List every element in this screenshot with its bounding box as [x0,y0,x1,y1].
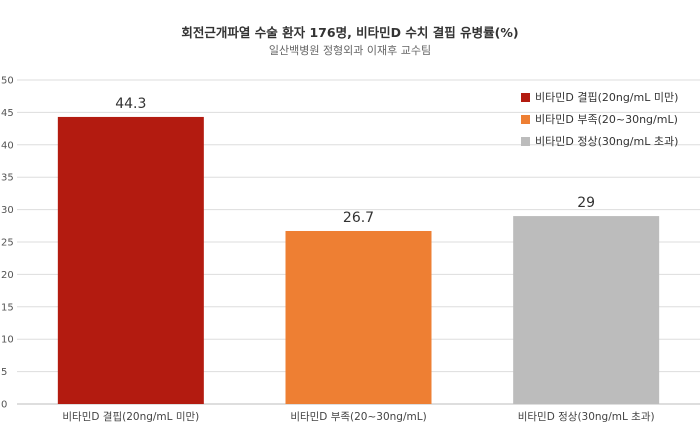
y-tick-label: 0 [1,400,7,411]
y-tick-label: 35 [1,173,14,184]
legend-label-insufficient: 비타민D 부족(20~30ng/mL) [535,113,678,126]
legend-swatch-insufficient [521,114,530,124]
bar [285,230,432,404]
y-tick-label: 50 [1,76,14,87]
y-tick-label: 25 [1,238,14,249]
y-tick-label: 40 [1,140,14,151]
x-category-label: 비타민D 부족(20~30ng/mL) [290,411,426,423]
legend-label-normal: 비타민D 정상(30ng/mL 초과) [535,135,679,148]
y-tick-label: 30 [1,205,14,216]
legend-item-insufficient: 비타민D 부족(20~30ng/mL) [521,108,678,130]
chart-title: 회전근개파열 수술 환자 176명, 비타민D 수치 결핍 유병률(%) [181,25,519,40]
y-tick-label: 15 [1,302,14,313]
x-category-label: 비타민D 결핍(20ng/mL 미만) [62,411,199,423]
legend-item-deficient: 비타민D 결핍(20ng/mL 미만) [521,86,678,108]
y-tick-label: 20 [1,270,14,281]
y-tick-label: 5 [1,367,7,378]
legend-item-normal: 비타민D 정상(30ng/mL 초과) [521,130,678,152]
x-category-label: 비타민D 정상(30ng/mL 초과) [518,411,655,423]
legend-label-deficient: 비타민D 결핍(20ng/mL 미만) [535,91,679,104]
bar [513,216,660,404]
data-label: 26.7 [343,210,374,226]
y-tick-label: 45 [1,108,14,119]
data-label: 29 [577,195,595,211]
legend-swatch-normal [521,136,530,146]
chart-subtitle: 일산백병원 정형외과 이재후 교수팀 [268,44,432,57]
legend-swatch-deficient [521,92,530,102]
data-label: 44.3 [115,96,146,112]
chart-legend: 비타민D 결핍(20ng/mL 미만) 비타민D 부족(20~30ng/mL) … [521,86,678,152]
y-tick-label: 10 [1,335,14,346]
bar [57,116,204,404]
